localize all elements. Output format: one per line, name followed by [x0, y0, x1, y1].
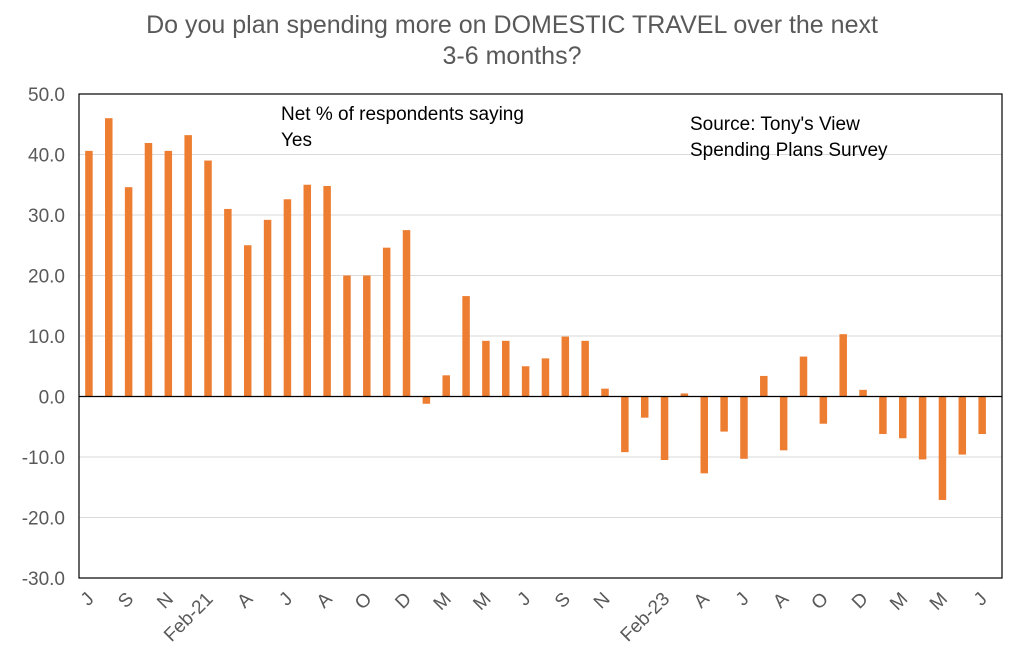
bar [402, 230, 411, 397]
bar [263, 219, 272, 397]
y-tick-label: -20.0 [22, 509, 65, 530]
bar [502, 340, 510, 397]
bar [660, 396, 669, 461]
bar [144, 143, 153, 397]
y-tick-label: 50.0 [28, 85, 65, 106]
bar [680, 393, 689, 397]
bar [243, 245, 252, 397]
y-tick-label: 30.0 [28, 206, 65, 227]
bar [184, 135, 192, 397]
x-tick-label: A [233, 588, 257, 612]
bar [283, 199, 292, 397]
y-tick-label: -30.0 [22, 569, 65, 590]
x-tick-label: O [351, 589, 376, 614]
bar [303, 184, 312, 397]
bar [462, 296, 470, 397]
x-tick-label: Feb-23 [617, 589, 674, 646]
x-tick-label: S [551, 589, 575, 613]
bar [978, 396, 986, 435]
bar [482, 340, 490, 397]
bar [918, 396, 927, 460]
bar [541, 358, 550, 397]
bar [422, 396, 431, 404]
x-tick-label: J [275, 589, 297, 611]
bar [442, 375, 450, 397]
plot-area-border [78, 93, 1003, 579]
chart-title-line2: 3-6 months? [442, 42, 582, 70]
x-tick-label: N [590, 589, 615, 614]
x-tick-label: J [732, 589, 754, 611]
bar [164, 150, 173, 397]
bar [839, 334, 847, 397]
chart-title: Do you plan spending more on DOMESTIC TR… [0, 10, 1024, 72]
y-tick-label: 40.0 [28, 146, 65, 167]
y-tick-label: 20.0 [28, 267, 65, 288]
x-tick-label: M [886, 589, 912, 615]
bar [799, 356, 808, 397]
x-tick-label: M [926, 589, 952, 615]
bar [859, 389, 867, 397]
y-tick-label: -10.0 [22, 448, 65, 469]
bar [779, 396, 788, 451]
x-tick-label: D [848, 589, 873, 614]
bar [224, 208, 232, 397]
bar [720, 396, 728, 432]
bar [581, 340, 589, 397]
x-tick-label: J [77, 589, 99, 611]
bar [819, 396, 828, 424]
x-tick-label: M [469, 589, 495, 615]
x-tick-label: J [514, 589, 536, 611]
bar [700, 396, 709, 474]
bar [958, 396, 967, 455]
y-tick-label: 10.0 [28, 327, 65, 348]
x-tick-label: N [153, 589, 178, 614]
x-tick-label: S [114, 589, 138, 613]
bar [938, 396, 947, 500]
bar [105, 118, 113, 397]
x-tick-label: O [808, 589, 833, 614]
bar [760, 375, 768, 397]
x-tick-label: J [970, 589, 992, 611]
bar [323, 185, 331, 397]
bar [343, 275, 351, 397]
x-tick-label: M [430, 589, 456, 615]
x-tick-label: D [391, 589, 416, 614]
x-tick-label: A [313, 588, 337, 612]
annotation-right-line: Spending Plans Survey [690, 140, 888, 161]
bar [363, 275, 371, 397]
bar [740, 396, 748, 459]
bar [621, 396, 629, 453]
x-tick-label: A [690, 588, 714, 612]
x-tick-label: A [769, 588, 793, 612]
bar [85, 150, 93, 397]
bar [561, 336, 570, 397]
bar [899, 396, 907, 439]
bar [640, 396, 649, 418]
bar [601, 388, 609, 397]
bar [124, 187, 133, 397]
annotation-left-line: Yes [281, 130, 312, 151]
chart-title-line1: Do you plan spending more on DOMESTIC TR… [146, 11, 878, 39]
annotation-left-line: Net % of respondents saying [281, 104, 524, 125]
annotation-right-line: Source: Tony's View [690, 114, 860, 135]
bar [521, 366, 530, 397]
y-tick-label: 0.0 [39, 388, 65, 409]
bar [204, 160, 212, 397]
bar [382, 247, 391, 397]
bar [879, 396, 887, 435]
